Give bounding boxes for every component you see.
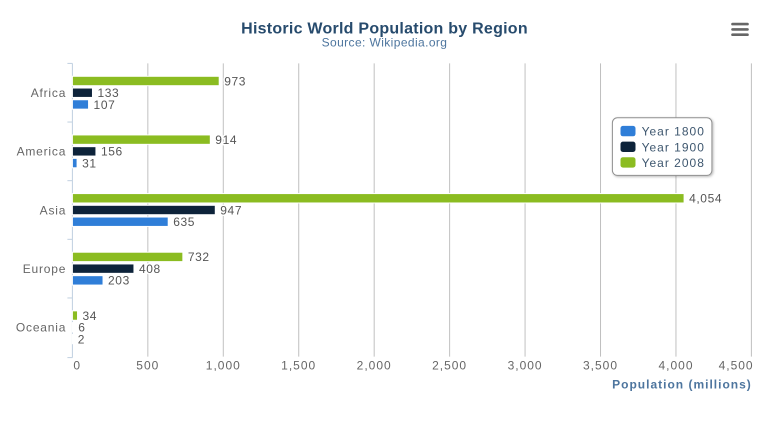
svg-text:Year 1900: Year 1900 [642,140,705,154]
svg-text:0: 0 [73,359,81,373]
svg-text:31: 31 [82,156,97,170]
svg-text:914: 914 [215,133,237,147]
svg-text:203: 203 [108,274,130,288]
svg-text:408: 408 [139,262,161,276]
svg-text:107: 107 [94,98,116,112]
svg-text:635: 635 [173,215,195,229]
svg-text:Oceania: Oceania [16,321,66,335]
svg-text:1,000: 1,000 [206,359,241,373]
svg-text:2: 2 [78,332,85,346]
svg-text:America: America [17,145,67,159]
svg-text:1,500: 1,500 [281,359,316,373]
svg-text:Europe: Europe [23,262,67,276]
svg-text:4,000: 4,000 [658,359,693,373]
svg-text:Source: Wikipedia.org: Source: Wikipedia.org [322,36,448,50]
svg-text:947: 947 [220,203,242,217]
svg-text:Africa: Africa [31,86,66,100]
svg-text:2,500: 2,500 [432,359,467,373]
svg-text:2,000: 2,000 [357,359,392,373]
svg-text:3,500: 3,500 [583,359,618,373]
svg-text:Year 2008: Year 2008 [642,156,705,170]
svg-text:500: 500 [136,359,159,373]
svg-text:Year 1800: Year 1800 [642,125,705,139]
svg-text:Asia: Asia [40,203,67,217]
svg-text:156: 156 [101,145,123,159]
svg-text:Population (millions): Population (millions) [612,378,752,392]
svg-text:3,000: 3,000 [508,359,543,373]
svg-text:4,054: 4,054 [689,192,722,206]
svg-text:4,500: 4,500 [719,359,754,373]
svg-text:732: 732 [188,250,210,264]
svg-text:973: 973 [224,74,246,88]
